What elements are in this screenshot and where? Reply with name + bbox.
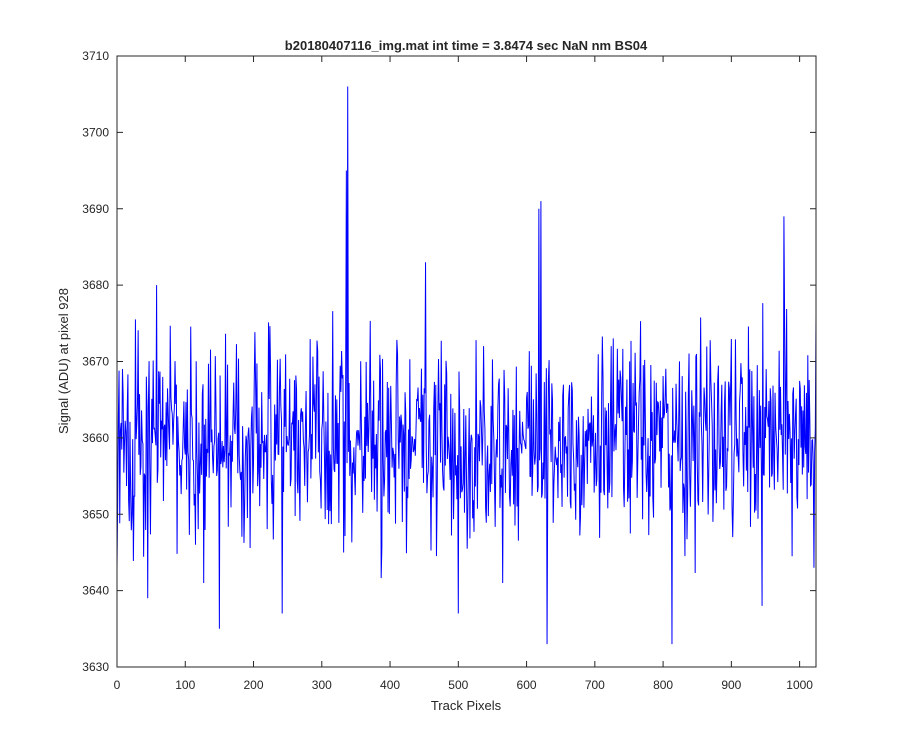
y-axis-ticks: 3630 3640 3650 3660 3670 3680 3690 3700 3710 [82,49,816,674]
y-tick-label: 3660 [82,431,109,445]
x-tick-label: 0 [114,678,121,692]
y-tick-label: 3630 [82,660,109,674]
axes-background [117,56,816,667]
y-tick-label: 3640 [82,584,109,598]
y-tick-label: 3690 [82,202,109,216]
y-tick-label: 3650 [82,507,109,521]
signal-series-line [116,86,817,645]
x-tick-label: 900 [721,678,741,692]
x-tick-label: 300 [312,678,332,692]
x-tick-label: 100 [175,678,195,692]
x-tick-label: 400 [380,678,400,692]
x-tick-label: 600 [517,678,537,692]
y-tick-label: 3710 [82,49,109,63]
x-axis-title: Track Pixels [431,698,502,713]
x-axis-ticks: 0 100 200 300 400 500 600 700 800 900 1000 [114,56,813,692]
plot-area [116,55,817,668]
y-tick-label: 3700 [82,125,109,139]
x-tick-label: 800 [653,678,673,692]
y-tick-label: 3670 [82,355,109,369]
x-tick-label: 1000 [786,678,813,692]
x-tick-label: 700 [585,678,605,692]
y-axis-title: Signal (ADU) at pixel 928 [56,288,71,434]
chart-title: b20180407116_img.mat int time = 3.8474 s… [285,38,648,53]
y-tick-label: 3680 [82,278,109,292]
x-tick-label: 200 [244,678,264,692]
x-tick-label: 500 [448,678,468,692]
